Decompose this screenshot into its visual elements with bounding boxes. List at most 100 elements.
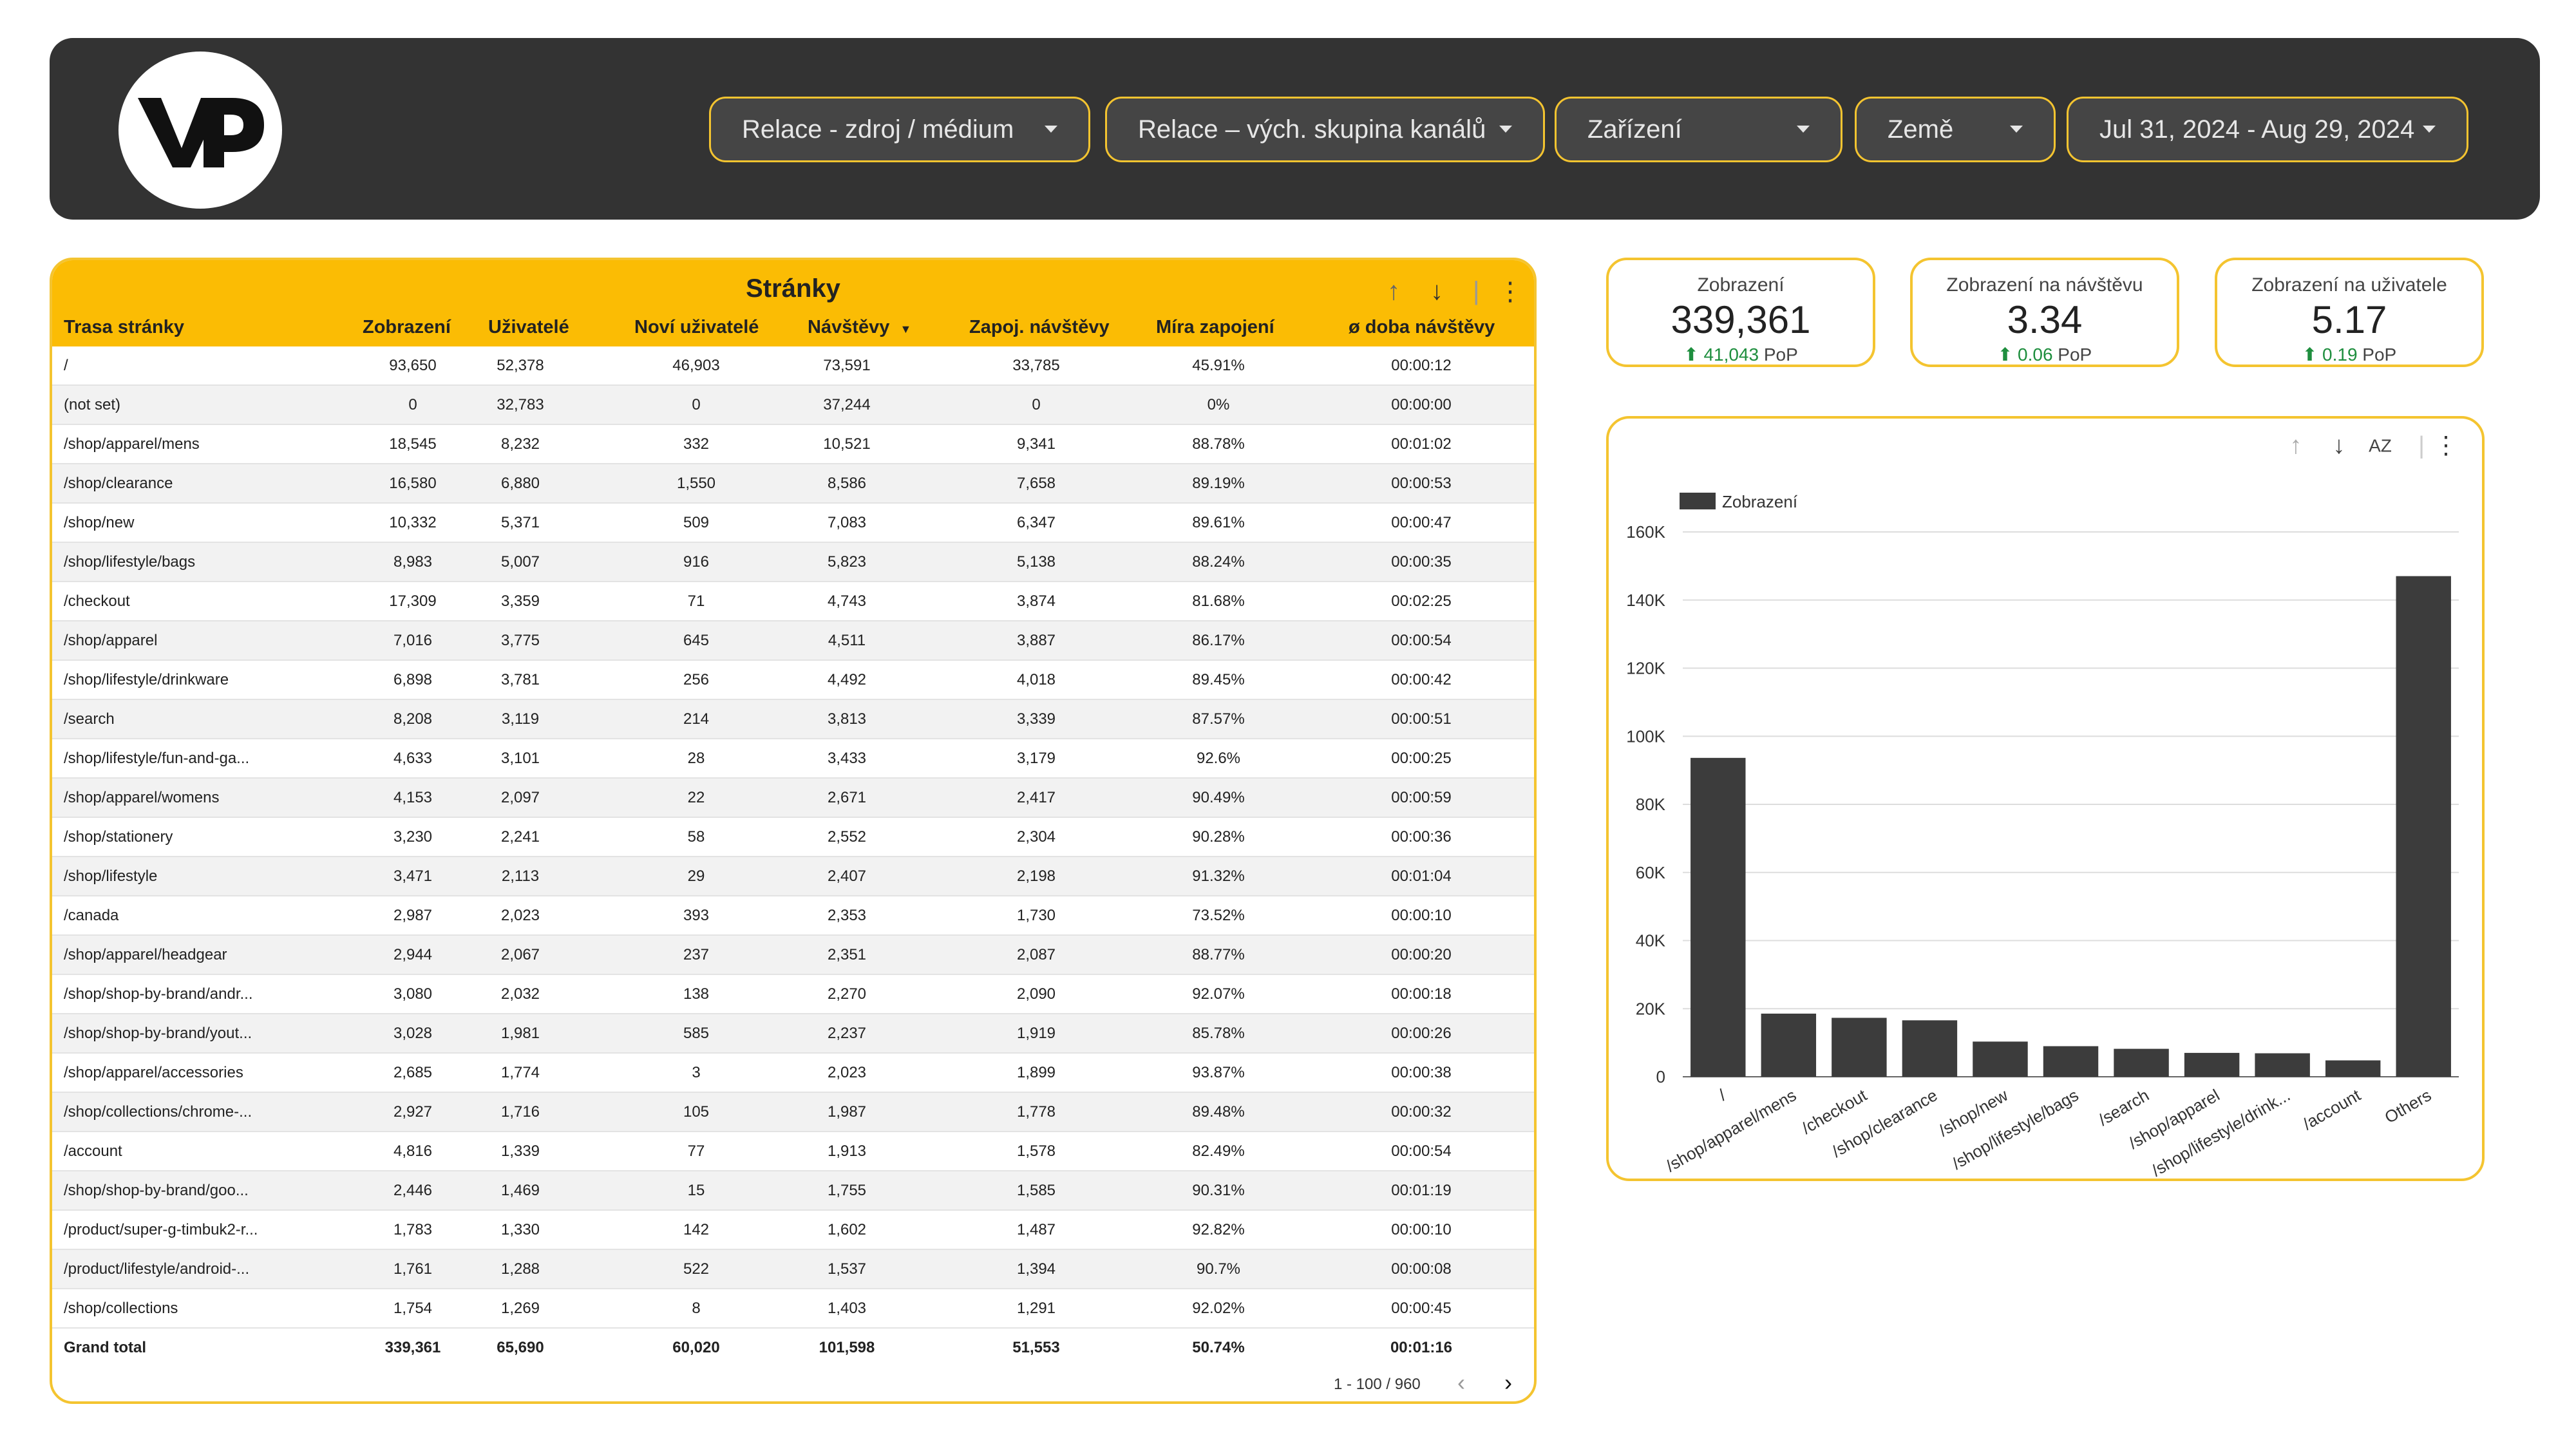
table-row[interactable]: /search 8,208 3,119 214 3,813 3,339 87.57% 00:0… <box>52 700 1534 739</box>
chart-bar[interactable] <box>2325 1060 2381 1077</box>
column-header-engaged-sessions[interactable]: Zapoj. návštěvy <box>969 317 1110 337</box>
table-row[interactable]: /shop/apparel/womens 4,153 2,097 22 2,671 2,4… <box>52 779 1534 818</box>
cell-avg-duration: 00:00:54 <box>1391 632 1452 649</box>
more-vert-icon[interactable]: ⋮ <box>1497 278 1523 306</box>
cell-avg-duration: 00:01:16 <box>1390 1339 1453 1356</box>
sort-alpha-icon[interactable]: AZ <box>2369 435 2392 455</box>
table-row[interactable]: /canada 2,987 2,023 393 2,353 1,730 73.52% 00:0… <box>52 896 1534 936</box>
filter-source-medium[interactable]: Relace - zdroj / médium <box>709 97 1090 162</box>
cell-engagement-rate: 88.77% <box>1192 946 1245 963</box>
views-bar-chart-card: ↑ ↓ AZ | ⋮ Zobrazení 0 20K 40K 60K 80K 100K 120K 140K… <box>1606 416 2485 1181</box>
column-header-avg-duration[interactable]: ø doba návštěvy <box>1349 317 1495 337</box>
filter-device[interactable]: Zařízení <box>1555 97 1842 162</box>
cell-sessions: 1,755 <box>827 1182 867 1199</box>
cell-views: 3,080 <box>393 985 433 1003</box>
cell-avg-duration: 00:00:54 <box>1391 1142 1452 1160</box>
cell-path: /shop/apparel <box>64 632 158 649</box>
cell-path: /shop/apparel/womens <box>64 789 220 806</box>
table-row[interactable]: /shop/shop-by-brand/goo... 2,446 1,469 15 1,… <box>52 1171 1534 1211</box>
cell-sessions: 1,602 <box>827 1221 867 1238</box>
table-row[interactable]: /shop/new 10,332 5,371 509 7,083 6,347 89.61% 0… <box>52 504 1534 543</box>
x-tick-label: /account <box>2300 1085 2365 1134</box>
table-row[interactable]: /shop/lifestyle/fun-and-ga... 4,633 3,101 2… <box>52 739 1534 779</box>
chart-bar[interactable] <box>1973 1041 2028 1077</box>
cell-new-users: 22 <box>687 789 705 806</box>
arrow-up-icon[interactable]: ↑ <box>1387 277 1400 305</box>
cell-sessions: 2,351 <box>827 946 867 963</box>
cell-path: /canada <box>64 907 119 924</box>
cell-users: 2,032 <box>500 985 540 1003</box>
filter-country[interactable]: Země <box>1855 97 2056 162</box>
column-header-path[interactable]: Trasa stránky <box>64 317 185 337</box>
chart-bar[interactable] <box>2255 1053 2310 1077</box>
chart-bar[interactable] <box>1761 1013 1817 1077</box>
arrow-down-icon[interactable]: ↓ <box>2333 432 2345 459</box>
table-row[interactable]: /product/lifestyle/android-... 1,761 1,288… <box>52 1250 1534 1289</box>
more-vert-icon[interactable]: ⋮ <box>2434 432 2458 459</box>
cell-engagement-rate: 90.31% <box>1192 1182 1245 1199</box>
cell-engagement-rate: 93.87% <box>1192 1064 1245 1081</box>
chevron-right-icon[interactable]: › <box>1504 1369 1512 1396</box>
cell-engaged-sessions: 1,394 <box>1016 1260 1056 1278</box>
table-row[interactable]: / 93,650 52,378 46,903 73,591 33,785 45.91% 00:… <box>52 346 1534 386</box>
table-row[interactable]: /shop/lifestyle 3,471 2,113 29 2,407 2,198 91.… <box>52 857 1534 896</box>
kpi-card-views: Zobrazení 339,361 ⬆ 41,043 PoP <box>1606 258 1875 367</box>
cell-users: 8,232 <box>500 435 540 453</box>
column-header-label: Návštěvy <box>808 317 890 337</box>
cell-path: /shop/apparel/headgear <box>64 946 227 963</box>
chart-bar[interactable] <box>2114 1048 2169 1077</box>
chart-bar[interactable] <box>2184 1052 2240 1077</box>
chart-bar[interactable] <box>2396 576 2451 1077</box>
cell-avg-duration: 00:00:12 <box>1391 357 1452 374</box>
cell-path: /search <box>64 710 115 728</box>
table-row[interactable]: /shop/shop-by-brand/andr... 3,080 2,032 138… <box>52 975 1534 1014</box>
cell-new-users: 916 <box>683 553 710 571</box>
cell-sessions: 4,511 <box>828 632 866 649</box>
chart-bar[interactable] <box>1902 1020 1958 1077</box>
chart-bar[interactable] <box>2043 1046 2099 1077</box>
x-tick-label: / <box>1716 1085 1730 1104</box>
table-row[interactable]: /shop/stationery 3,230 2,241 58 2,552 2,304 90… <box>52 818 1534 857</box>
filter-channel-group[interactable]: Relace – vých. skupina kanálů <box>1105 97 1545 162</box>
cell-new-users: 77 <box>687 1142 705 1160</box>
column-header-sessions[interactable]: Návštěvy ▼ <box>808 317 911 338</box>
table-row[interactable]: /shop/clearance 16,580 6,880 1,550 8,586 7,65… <box>52 464 1534 504</box>
column-header-views[interactable]: Zobrazení <box>363 317 451 337</box>
arrow-up-icon[interactable]: ↑ <box>2290 432 2302 459</box>
date-range-picker[interactable]: Jul 31, 2024 - Aug 29, 2024 <box>2067 97 2468 162</box>
table-row[interactable]: /shop/apparel 7,016 3,775 645 4,511 3,887 86.1… <box>52 621 1534 661</box>
cell-engagement-rate: 0% <box>1207 396 1230 413</box>
table-row[interactable]: /shop/apparel/mens 18,545 8,232 332 10,521 9,… <box>52 425 1534 464</box>
table-row[interactable]: /shop/collections/chrome-... 2,927 1,716 10… <box>52 1093 1534 1132</box>
cell-views: 2,685 <box>393 1064 433 1081</box>
table-row[interactable]: /shop/shop-by-brand/yout... 3,028 1,981 585… <box>52 1014 1534 1054</box>
table-row[interactable]: /checkout 17,309 3,359 71 4,743 3,874 81.68% 00… <box>52 582 1534 621</box>
arrow-up-icon: ⬆ <box>1997 345 2013 365</box>
chevron-left-icon[interactable]: ‹ <box>1457 1369 1465 1396</box>
table-row[interactable]: /account 4,816 1,339 77 1,913 1,578 82.49% 00:0… <box>52 1132 1534 1171</box>
table-row[interactable]: /shop/apparel/headgear 2,944 2,067 237 2,351… <box>52 936 1534 975</box>
chart-bar[interactable] <box>1690 757 1746 1077</box>
table-row[interactable]: (not set) 0 32,783 0 37,244 0 0% 00:00:00 <box>52 386 1534 425</box>
cell-sessions: 7,083 <box>827 514 867 531</box>
chevron-down-icon <box>1499 126 1512 133</box>
column-header-engagement-rate[interactable]: Míra zapojení <box>1156 317 1274 337</box>
x-tick-label: Others <box>2382 1085 2435 1127</box>
brand-logo[interactable] <box>118 52 282 209</box>
cell-users: 1,339 <box>500 1142 540 1160</box>
table-row[interactable]: /product/super-g-timbuk2-r... 1,783 1,330 1… <box>52 1211 1534 1250</box>
cell-sessions: 2,270 <box>827 985 867 1003</box>
x-tick-label: /shop/lifestyle/bags <box>1949 1085 2082 1173</box>
column-header-users[interactable]: Uživatelé <box>488 317 569 337</box>
table-row[interactable]: /shop/lifestyle/bags 8,983 5,007 916 5,823 5,… <box>52 543 1534 582</box>
filter-label: Země <box>1888 115 1954 144</box>
cell-engaged-sessions: 1,578 <box>1016 1142 1056 1160</box>
cell-sessions: 73,591 <box>823 357 871 374</box>
column-header-new-users[interactable]: Noví uživatelé <box>634 317 759 337</box>
arrow-down-icon[interactable]: ↓ <box>1430 277 1443 305</box>
table-row[interactable]: /shop/lifestyle/drinkware 6,898 3,781 256 4,… <box>52 661 1534 700</box>
chart-bar[interactable] <box>1832 1018 1887 1077</box>
cell-engaged-sessions: 3,887 <box>1016 632 1056 649</box>
table-row[interactable]: /shop/apparel/accessories 2,685 1,774 3 2,02… <box>52 1054 1534 1093</box>
table-row[interactable]: /shop/collections 1,754 1,269 8 1,403 1,291 92… <box>52 1289 1534 1329</box>
